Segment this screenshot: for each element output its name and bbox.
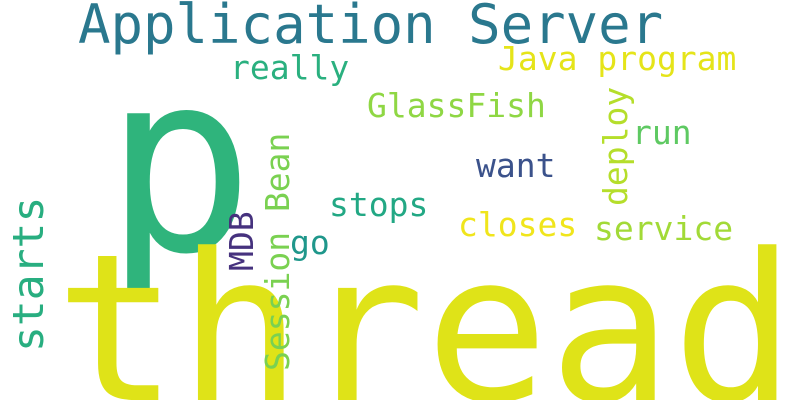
word-go: go bbox=[290, 223, 330, 262]
word-want: want bbox=[476, 146, 555, 185]
word-run: run bbox=[632, 113, 692, 152]
word-service: service bbox=[594, 209, 733, 248]
word-p: p bbox=[104, 18, 255, 309]
word-application-server: Application Server bbox=[78, 0, 663, 56]
word-really: really bbox=[230, 48, 349, 87]
word-deploy: deploy bbox=[596, 87, 635, 206]
word-closes: closes bbox=[458, 205, 577, 244]
word-stops: stops bbox=[329, 185, 428, 224]
word-thread: thread bbox=[55, 211, 796, 400]
word-glassfish: GlassFish bbox=[367, 86, 546, 125]
word-java-program: Java program bbox=[498, 39, 736, 78]
word-mdb: MDB bbox=[222, 211, 261, 271]
word-starts: starts bbox=[4, 197, 54, 352]
word-session-bean: Session Bean bbox=[258, 133, 297, 371]
